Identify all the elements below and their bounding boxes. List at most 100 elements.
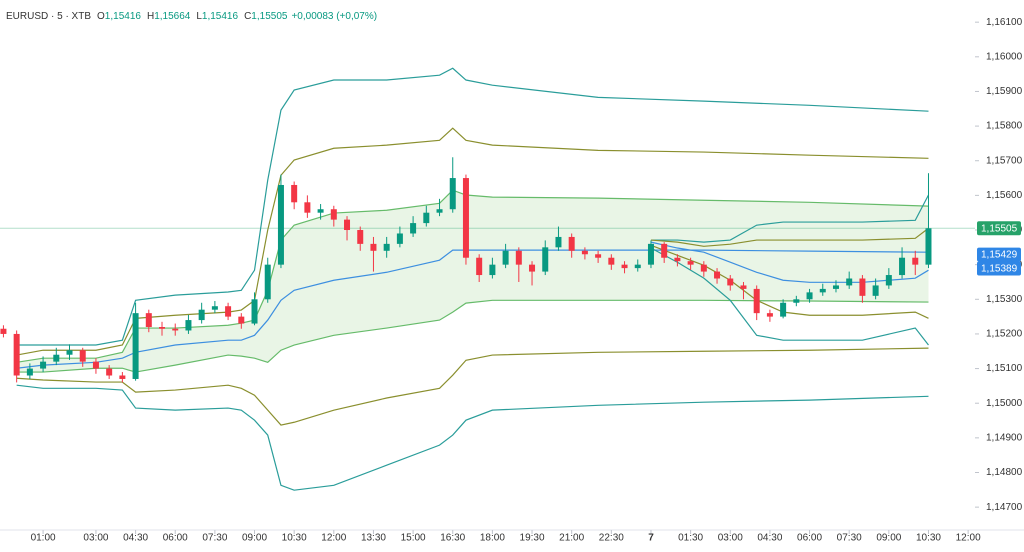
band-line (650, 227, 929, 247)
candle-body (700, 264, 707, 272)
x-tick-label: 04:30 (123, 533, 148, 544)
x-tick-label: 03:00 (718, 533, 743, 544)
y-tick-label: 1,15300 (986, 294, 1023, 305)
candle-body (542, 247, 549, 272)
y-tick-label: 1,15800 (986, 121, 1023, 132)
candle-body (383, 243, 390, 251)
ohlc-key: L (196, 11, 202, 22)
candle-body (277, 184, 284, 265)
x-tick-label: 07:30 (202, 533, 227, 544)
candle-body (291, 184, 298, 203)
y-tick-label: 1,15000 (986, 398, 1023, 409)
candle-body (370, 243, 377, 251)
candle-body (185, 320, 192, 331)
candle-body (819, 288, 826, 293)
ohlc-key: H (147, 11, 154, 22)
x-tick-label: 04:30 (757, 533, 782, 544)
candle-body (925, 228, 932, 265)
y-tick-label: 1,16100 (986, 17, 1023, 28)
candle-body (674, 257, 681, 262)
band-fill (16, 190, 929, 373)
candle-body (859, 278, 866, 296)
candle-body (529, 264, 536, 272)
x-tick-label: 06:00 (163, 533, 188, 544)
candle-body (106, 368, 113, 376)
candle-body (555, 236, 562, 248)
candle-body (436, 209, 443, 213)
y-tick-label: 1,15200 (986, 329, 1023, 340)
x-tick-label: 16:30 (440, 533, 465, 544)
candle-body (806, 292, 813, 300)
x-tick-label: 06:00 (797, 533, 822, 544)
x-tick-label: 18:00 (480, 533, 505, 544)
price-label-box (977, 261, 1021, 276)
candle-body (753, 288, 760, 314)
candle-body (132, 313, 139, 379)
candle-body (13, 333, 20, 376)
candle-body (634, 264, 641, 269)
y-tick-label: 1,15600 (986, 190, 1023, 201)
x-tick-label: 10:30 (916, 533, 941, 544)
candle-body (515, 250, 522, 265)
plot-area: 1,14700 1,14800 1,14900 1,15000 1,15100 1,152… (0, 17, 1024, 544)
x-tick-label: 09:00 (242, 533, 267, 544)
y-tick-label: 1,14900 (986, 432, 1023, 443)
y-tick-label: 1,15900 (986, 86, 1023, 97)
price-label-box (977, 221, 1021, 236)
candle-body (476, 257, 483, 276)
candle-body (304, 202, 311, 213)
y-tick-label: 1,14800 (986, 467, 1023, 478)
symbol: EURUSD · 5 · XTB (6, 11, 91, 22)
candle-body (172, 328, 179, 331)
candle-body (912, 257, 919, 265)
x-tick-label: 03:00 (83, 533, 108, 544)
candle-body (159, 327, 166, 329)
candle-body (344, 219, 351, 231)
candle-body (462, 178, 469, 258)
x-tick-label: 07:30 (837, 533, 862, 544)
band-line (16, 299, 929, 373)
candle-body (766, 313, 773, 317)
candle-body (53, 354, 60, 362)
ohlc-key: C (244, 11, 251, 22)
candle-body (714, 271, 721, 279)
candle-body (885, 275, 892, 286)
x-tick-label: 22:30 (599, 533, 624, 544)
x-tick-label: 12:00 (956, 533, 981, 544)
x-tick-label: 01:00 (31, 533, 56, 544)
x-tick-label: 01:30 (678, 533, 703, 544)
candle-body (846, 278, 853, 286)
band-line (650, 194, 930, 243)
candle-body (581, 250, 588, 255)
candle-body (793, 299, 800, 303)
x-tick-label: 09:00 (876, 533, 901, 544)
candle-body (899, 257, 906, 276)
candle-body (79, 350, 86, 362)
candle-body (687, 261, 694, 265)
candle-body (647, 243, 654, 265)
x-tick-label: 13:30 (361, 533, 386, 544)
band-line (650, 247, 929, 346)
candle-body (740, 285, 747, 289)
candle-body (396, 233, 403, 244)
ohlc-value: 1,15416 (105, 11, 142, 22)
ohlc-value: 1,15664 (154, 11, 191, 22)
candle-body (66, 350, 73, 355)
candle-body (211, 306, 218, 310)
candle-body (26, 368, 33, 376)
price-label: 1,15429 (981, 250, 1018, 261)
candle-body (40, 361, 47, 369)
band-line (16, 384, 929, 491)
change: +0,00083 (+0,07%) (291, 11, 377, 22)
candle-body (330, 209, 337, 220)
x-tick-label: 12:00 (321, 533, 346, 544)
x-tick-label: 15:00 (401, 533, 426, 544)
x-tick-label: 7 (648, 533, 654, 544)
candle-body (780, 302, 787, 317)
price-label: 1,15389 (981, 264, 1018, 275)
price-label-box (977, 247, 1021, 262)
candle-body (317, 209, 324, 213)
candle-body (423, 212, 430, 224)
x-tick-label: 21:00 (559, 533, 584, 544)
